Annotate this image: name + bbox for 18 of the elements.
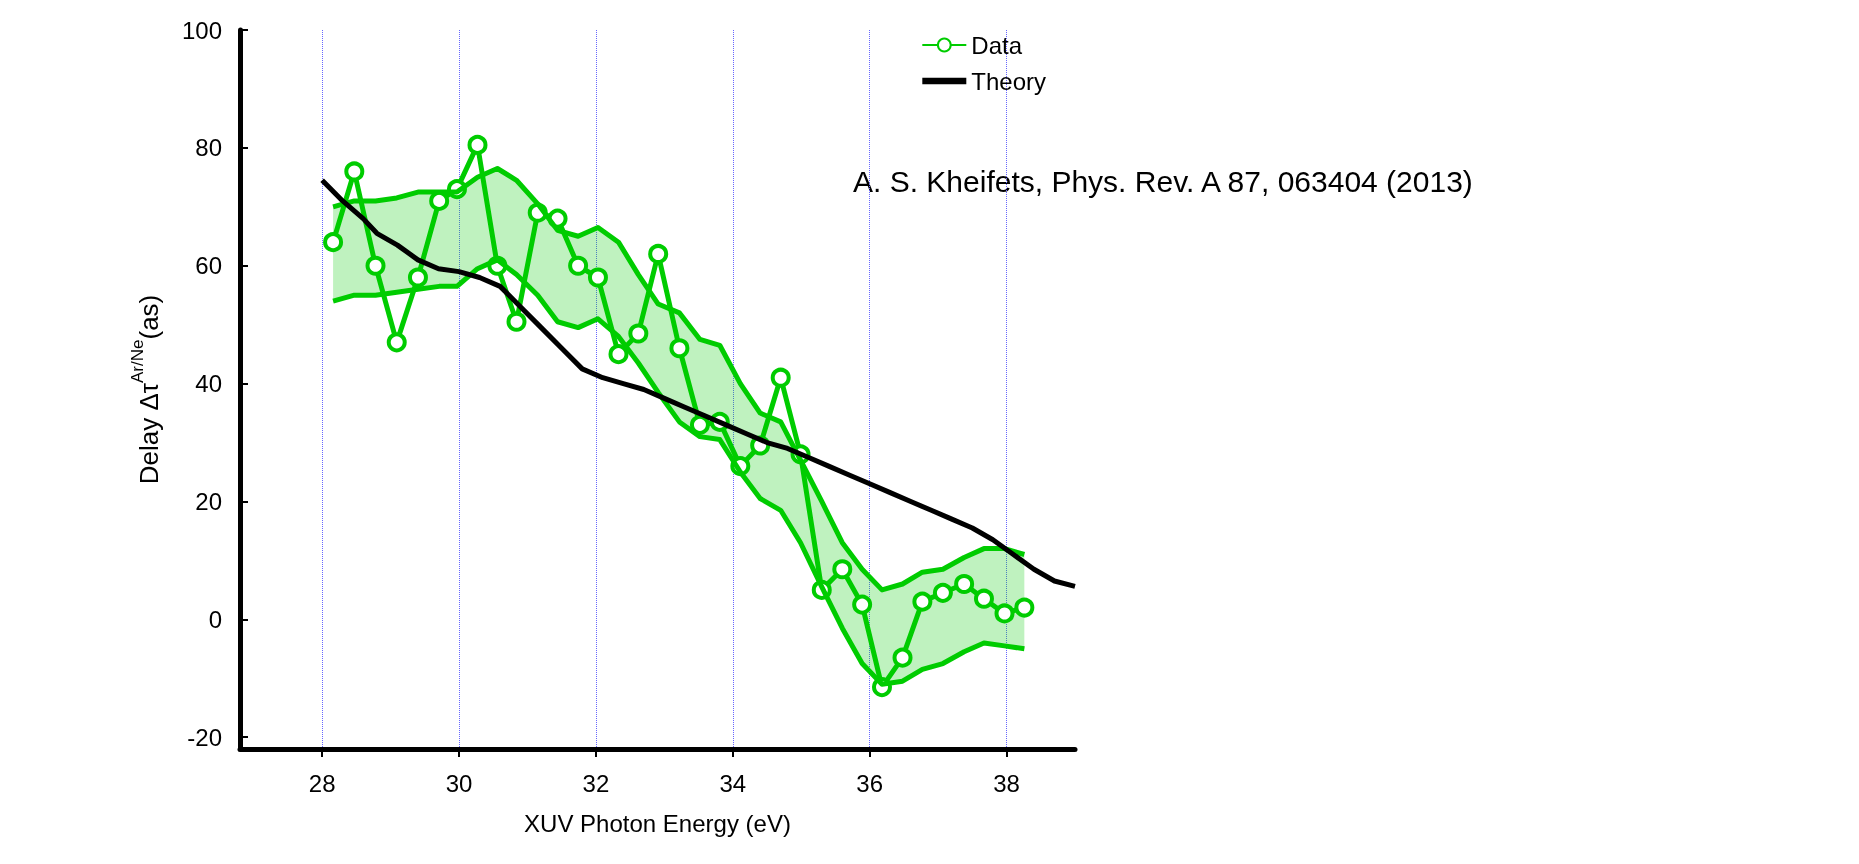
y-tick-label: -20 <box>187 723 222 751</box>
x-axis-title: XUV Photon Energy (eV) <box>524 809 791 837</box>
x-tick-label: 30 <box>445 769 473 797</box>
y-tick-label: 0 <box>208 605 222 633</box>
x-tick-label: 32 <box>582 769 610 797</box>
annotation: A. S. Kheifets, Phys. Rev. A 87, 063404 (2013) <box>853 164 1473 198</box>
legend-label: Data <box>971 31 1023 59</box>
y-tick-label: 100 <box>181 16 222 44</box>
legend-label: Theory <box>971 67 1047 95</box>
x-tick-label: 28 <box>308 769 336 797</box>
y-axis-title: Delay ΔτAr/Ne(as) <box>128 294 164 485</box>
y-tick-label: 80 <box>195 134 222 162</box>
y-tick-label: 40 <box>195 370 222 398</box>
y-tick-label: 20 <box>195 487 222 515</box>
y-tick-label: 60 <box>195 252 222 280</box>
x-tick-label: 36 <box>856 769 884 797</box>
x-tick-label: 38 <box>993 769 1020 797</box>
x-tick-label: 34 <box>719 769 747 797</box>
